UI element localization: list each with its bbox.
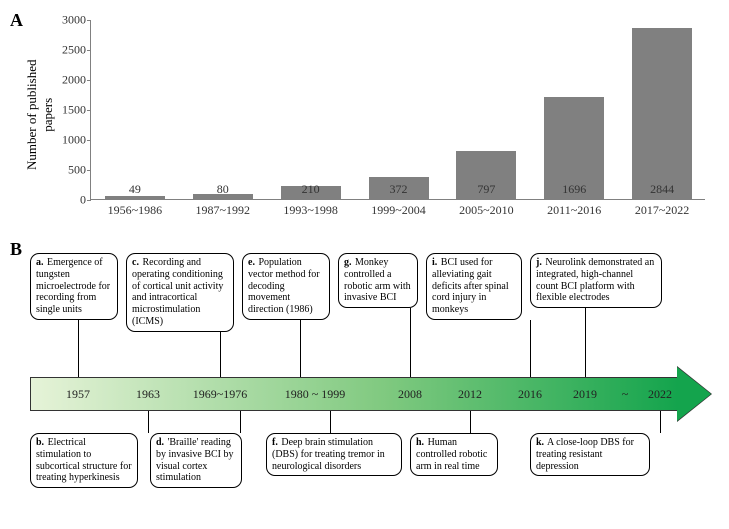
timeline-box-tag: f. bbox=[272, 437, 278, 448]
timeline-box-text: Deep brain stimulation (DBS) for treatin… bbox=[272, 437, 385, 472]
timeline-box-tag: a. bbox=[36, 257, 44, 268]
timeline-year: 1957 bbox=[66, 377, 90, 411]
timeline-arrow: 1957 1963 1969~1976 1980 ~ 1999 2008 2012 2016… bbox=[30, 377, 710, 411]
timeline-box-text: Recording and operating conditioning of … bbox=[132, 257, 223, 327]
bar-xlabel: 1956~1986 bbox=[91, 203, 179, 218]
timeline-year: 1980 ~ 1999 bbox=[285, 377, 346, 411]
bar-xlabel: 2011~2016 bbox=[530, 203, 618, 218]
timeline-connector bbox=[660, 411, 661, 433]
timeline-connector bbox=[410, 308, 411, 377]
timeline-connector bbox=[78, 320, 79, 377]
panel-a-label: A bbox=[10, 10, 23, 31]
timeline-year: 2008 bbox=[398, 377, 422, 411]
timeline-box-tag: e. bbox=[248, 257, 255, 268]
timeline-year: 2019 bbox=[573, 377, 597, 411]
timeline-box-text: Monkey controlled a robotic arm with inv… bbox=[344, 257, 411, 303]
timeline-year: 1969~1976 bbox=[193, 377, 248, 411]
timeline-box-tag: k. bbox=[536, 437, 544, 448]
timeline-year: 2022 bbox=[648, 377, 672, 411]
bar-xlabel: 1993~1998 bbox=[267, 203, 355, 218]
bar-value: 372 bbox=[369, 182, 429, 197]
timeline-box-text: Human controlled robotic arm in real tim… bbox=[416, 437, 487, 472]
timeline-box: h. Human controlled robotic arm in real … bbox=[410, 433, 498, 476]
timeline-box-text: Population vector method for decoding mo… bbox=[248, 257, 320, 315]
timeline-box-tag: c. bbox=[132, 257, 139, 268]
timeline-connector bbox=[330, 411, 331, 433]
timeline-year: ~ bbox=[622, 377, 629, 411]
timeline-box: d. 'Braille' reading by invasive BCI by … bbox=[150, 433, 242, 488]
timeline-box: k. A close-loop DBS for treating resista… bbox=[530, 433, 650, 476]
timeline-box-tag: h. bbox=[416, 437, 424, 448]
bar-xlabel: 2005~2010 bbox=[442, 203, 530, 218]
bar-value: 797 bbox=[456, 182, 516, 197]
bar-value: 2844 bbox=[632, 182, 692, 197]
ytick: 0 bbox=[51, 193, 86, 208]
ytick: 3000 bbox=[51, 13, 86, 28]
timeline-box-text: A close-loop DBS for treating resistant … bbox=[536, 437, 634, 472]
ytick: 2500 bbox=[51, 43, 86, 58]
timeline-connector bbox=[220, 332, 221, 377]
bar-value: 210 bbox=[281, 182, 341, 197]
panel-a: A Number of publishedpapers 050010001500… bbox=[10, 10, 719, 235]
bar-chart: 050010001500200025003000491956~198680198… bbox=[90, 20, 705, 200]
timeline-box-tag: j. bbox=[536, 257, 542, 268]
timeline-box-tag: d. bbox=[156, 437, 164, 448]
timeline-connector bbox=[470, 411, 471, 433]
timeline-connector bbox=[585, 308, 586, 377]
timeline-box-text: Emergence of tungsten microelectrode for… bbox=[36, 257, 110, 315]
timeline-box: b. Electrical stimulation to subcortical… bbox=[30, 433, 138, 488]
timeline-connector bbox=[240, 411, 241, 433]
ytick: 500 bbox=[51, 163, 86, 178]
bar-xlabel: 1999~2004 bbox=[355, 203, 443, 218]
timeline-box: g. Monkey controlled a robotic arm with … bbox=[338, 253, 418, 308]
timeline-year: 2016 bbox=[518, 377, 542, 411]
bar-xlabel: 1987~1992 bbox=[179, 203, 267, 218]
ytick: 1000 bbox=[51, 133, 86, 148]
timeline-box: a. Emergence of tungsten microelectrode … bbox=[30, 253, 118, 320]
timeline-box-text: Electrical stimulation to subcortical st… bbox=[36, 437, 132, 483]
timeline-box-text: Neurolink demonstrated an integrated, hi… bbox=[536, 257, 654, 303]
timeline-box: j. Neurolink demonstrated an integrated,… bbox=[530, 253, 662, 308]
timeline-box-text: 'Braille' reading by invasive BCI by vis… bbox=[156, 437, 234, 483]
timeline-connector bbox=[148, 411, 149, 433]
ytick: 2000 bbox=[51, 73, 86, 88]
timeline-connector bbox=[530, 320, 531, 377]
panel-b-label: B bbox=[10, 239, 22, 260]
timeline-box-tag: g. bbox=[344, 257, 352, 268]
timeline-box: f. Deep brain stimulation (DBS) for trea… bbox=[266, 433, 402, 476]
bar-value: 80 bbox=[193, 182, 253, 197]
bar-value: 1696 bbox=[544, 182, 604, 197]
timeline-box: c. Recording and operating conditioning … bbox=[126, 253, 234, 332]
timeline-box: i. BCI used for alleviating gait deficit… bbox=[426, 253, 522, 320]
timeline-box: e. Population vector method for decoding… bbox=[242, 253, 330, 320]
timeline-box-tag: b. bbox=[36, 437, 44, 448]
timeline-box-text: BCI used for alleviating gait deficits a… bbox=[432, 257, 509, 315]
bar-xlabel: 2017~2022 bbox=[618, 203, 706, 218]
ytick: 1500 bbox=[51, 103, 86, 118]
panel-b: B a. Emergence of tungsten microelectrod… bbox=[10, 239, 719, 519]
bar-value: 49 bbox=[105, 182, 165, 197]
timeline-year: 1963 bbox=[136, 377, 160, 411]
arrow-head-icon bbox=[677, 367, 711, 421]
bar bbox=[632, 28, 692, 199]
timeline-box-tag: i. bbox=[432, 257, 437, 268]
timeline-connector bbox=[300, 320, 301, 377]
timeline-year: 2012 bbox=[458, 377, 482, 411]
